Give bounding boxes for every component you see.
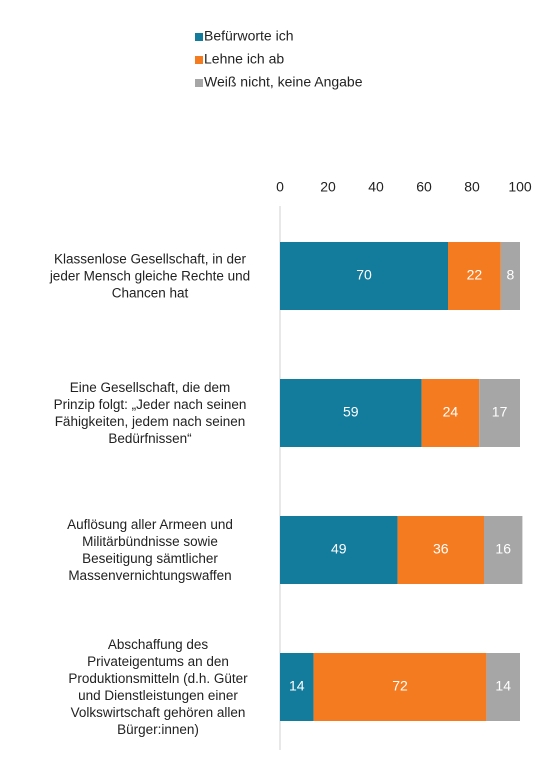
bar-segment [500, 242, 520, 310]
value-label: 22 [467, 267, 483, 283]
bar-segment [280, 379, 422, 447]
value-label: 49 [331, 541, 347, 557]
bar-segment [479, 379, 520, 447]
category-label: Klassenlose Gesellschaft, in der jeder M… [49, 251, 251, 301]
legend-swatch [195, 56, 203, 64]
value-label: 17 [492, 404, 508, 420]
value-label: 36 [433, 541, 449, 557]
legend-label: Befürworte ich [204, 28, 293, 44]
x-tick-label: 0 [276, 179, 284, 195]
legend-label: Weiß nicht, keine Angabe [204, 74, 363, 90]
legend-swatch [195, 33, 203, 41]
value-label: 72 [392, 678, 408, 694]
value-label: 8 [507, 267, 515, 283]
value-label: 14 [495, 678, 511, 694]
value-label: 16 [495, 541, 511, 557]
bar-segment [448, 242, 501, 310]
x-tick-label: 20 [320, 179, 336, 195]
bar-segment [280, 516, 398, 584]
bar-segment [484, 516, 523, 584]
bar-segment [313, 653, 487, 721]
category-label: Abschaffung des Privateigentums an den P… [68, 637, 248, 737]
bar-segment [486, 653, 520, 721]
bar-segment [280, 242, 448, 310]
value-label: 59 [343, 404, 359, 420]
bar-segment [397, 516, 484, 584]
x-tick-label: 100 [508, 179, 532, 195]
legend-label: Lehne ich ab [204, 51, 284, 67]
x-tick-label: 40 [368, 179, 384, 195]
x-tick-label: 80 [464, 179, 480, 195]
x-tick-label: 60 [416, 179, 432, 195]
legend-swatch [195, 79, 203, 87]
value-label: 24 [443, 404, 459, 420]
category-label: Auflösung aller Armeen und Militärbündni… [67, 517, 233, 583]
value-label: 14 [289, 678, 305, 694]
value-label: 70 [356, 267, 372, 283]
bar-segment [280, 653, 314, 721]
category-label: Eine Gesellschaft, die dem Prinzip folgt… [53, 380, 247, 446]
bar-segment [421, 379, 480, 447]
